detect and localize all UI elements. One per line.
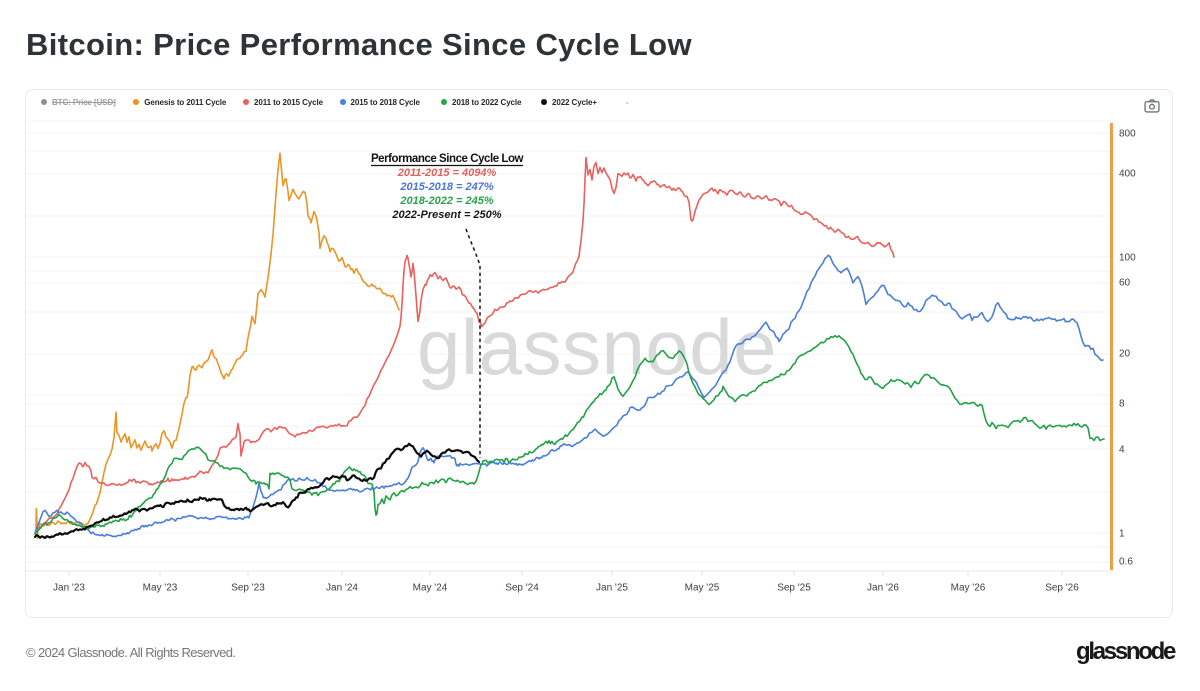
- svg-text:400: 400: [1119, 169, 1136, 180]
- svg-text:May '26: May '26: [951, 583, 986, 594]
- svg-text:Jan '26: Jan '26: [867, 583, 899, 594]
- svg-text:8: 8: [1119, 399, 1125, 410]
- svg-text:Sep '23: Sep '23: [231, 583, 265, 594]
- svg-text:100: 100: [1119, 253, 1136, 264]
- svg-text:2018-2022 = 245%: 2018-2022 = 245%: [399, 195, 493, 207]
- svg-text:1: 1: [1119, 529, 1125, 540]
- svg-text:Sep '24: Sep '24: [505, 583, 539, 594]
- svg-text:May '23: May '23: [143, 583, 178, 594]
- svg-text:20: 20: [1119, 349, 1131, 360]
- svg-text:2022-Present = 250%: 2022-Present = 250%: [391, 209, 501, 221]
- svg-text:May '24: May '24: [413, 583, 448, 594]
- svg-text:May '25: May '25: [685, 583, 720, 594]
- svg-text:60: 60: [1119, 278, 1131, 289]
- svg-text:4: 4: [1119, 445, 1125, 456]
- svg-text:0.6: 0.6: [1119, 557, 1133, 568]
- svg-text:Sep '26: Sep '26: [1045, 583, 1079, 594]
- svg-text:800: 800: [1119, 129, 1136, 140]
- svg-text:Jan '25: Jan '25: [596, 583, 628, 594]
- svg-text:2015-2018 = 247%: 2015-2018 = 247%: [399, 181, 493, 193]
- svg-text:Performance Since Cycle Low: Performance Since Cycle Low: [371, 153, 524, 165]
- svg-text:2011-2015 = 4094%: 2011-2015 = 4094%: [397, 167, 497, 179]
- svg-text:glassnode: glassnode: [417, 303, 777, 391]
- svg-text:Jan '24: Jan '24: [326, 583, 358, 594]
- svg-text:Jan '23: Jan '23: [53, 583, 85, 594]
- svg-text:Sep '25: Sep '25: [777, 583, 811, 594]
